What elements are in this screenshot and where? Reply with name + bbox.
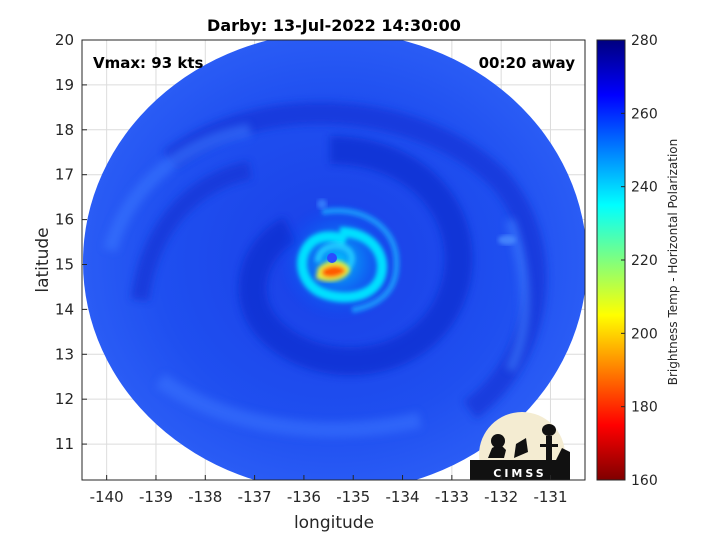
bright-band-west: [103, 123, 252, 253]
colorbar: [596, 39, 626, 481]
y-tick-label: 12: [55, 390, 74, 408]
y-tick-label: 18: [55, 121, 74, 139]
colorbar-tick-label: 240: [631, 180, 658, 196]
y-tick-label: 17: [55, 166, 74, 184]
y-tick-label: 19: [55, 76, 74, 94]
y-axis-label: latitude: [33, 227, 53, 292]
x-tick-label: -133: [435, 488, 469, 506]
y-tick-label: 16: [55, 211, 74, 229]
colorbar-tick-label: 180: [631, 400, 658, 416]
cloud-cell-north: [317, 199, 327, 209]
x-tick-label: -135: [336, 488, 370, 506]
x-axis: -140 -139 -138 -137 -136 -135 -134 -133 -132 -131: [90, 475, 568, 506]
plot-frame: [81, 39, 586, 481]
eyewall-ring: [297, 227, 387, 303]
spiral-band-west: [131, 161, 252, 302]
x-tick-label: -137: [238, 488, 272, 506]
storm-eye: [327, 253, 337, 263]
cloud-cluster-east: [498, 235, 516, 245]
colorbar-tick-label: 220: [631, 253, 658, 269]
x-tick-label: -139: [139, 488, 173, 506]
colorbar-tick-label: 200: [631, 326, 658, 342]
y-tick-label: 13: [55, 345, 74, 363]
logo-text: CIMSS: [493, 467, 546, 480]
microwave-imagery: [83, 40, 585, 480]
x-tick-label: -136: [287, 488, 321, 506]
outer-rainband: [321, 207, 400, 313]
colorbar-tick-label: 260: [631, 106, 658, 122]
x-tick-label: -134: [386, 488, 420, 506]
x-tick-label: -132: [484, 488, 518, 506]
time-away-label: 00:20 away: [479, 54, 576, 72]
chart-title: Darby: 13-Jul-2022 14:30:00: [207, 16, 461, 35]
x-tick-label: -140: [90, 488, 124, 506]
colorbar-ticks: 160 180 200 220 240 260 280: [621, 33, 658, 489]
y-tick-label: 11: [55, 435, 74, 453]
y-tick-label: 15: [55, 255, 74, 273]
y-axis: 11 12 13 14 15 16 17 18 19 20: [55, 31, 87, 453]
y-tick-label: 20: [55, 31, 74, 49]
x-tick-label: -131: [533, 488, 567, 506]
spiral-band-dark: [238, 136, 473, 376]
cimss-logo: CIMSS: [470, 412, 570, 480]
convective-core-red: [322, 265, 346, 278]
colorbar-tick-label: 160: [631, 473, 658, 489]
colorbar-label: Brightness Temp - Horizontal Polarizatio…: [666, 139, 680, 386]
vmax-label: Vmax: 93 kts: [93, 54, 203, 72]
bright-band-east: [505, 218, 530, 373]
x-axis-label: longitude: [294, 513, 374, 533]
y-tick-label: 14: [55, 300, 74, 318]
x-tick-label: -138: [188, 488, 222, 506]
bright-band-south: [155, 373, 422, 438]
colorbar-tick-label: 280: [631, 33, 658, 49]
